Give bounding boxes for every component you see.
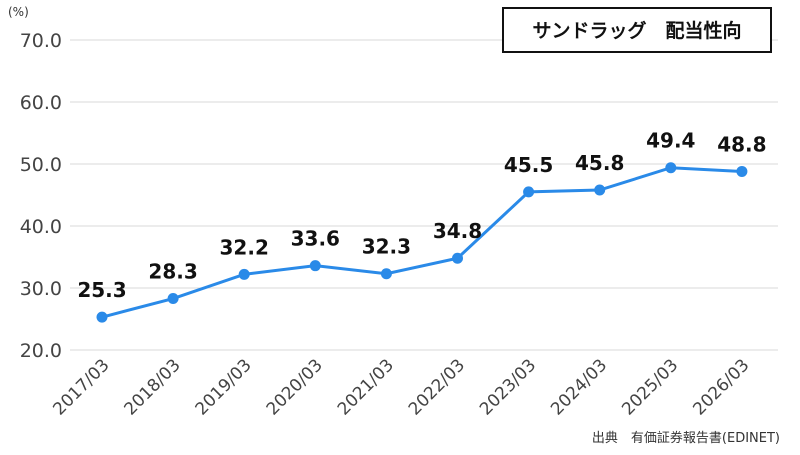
y-tick-label: 30.0 [20, 278, 62, 300]
data-point [380, 268, 392, 280]
x-tick-label: 2022/03 [405, 355, 469, 419]
data-point [452, 252, 463, 264]
source-note: 出典 有価証券報告書(EDINET) [592, 430, 780, 446]
data-label: 33.6 [291, 227, 340, 251]
data-point [665, 162, 677, 174]
series-line [101, 166, 742, 319]
data-point [523, 186, 535, 198]
y-tick-label: 70.0 [20, 30, 62, 52]
data-point [594, 184, 606, 196]
data-label: 45.8 [575, 151, 624, 175]
x-tick-label: 2019/03 [192, 355, 256, 419]
x-axis-ticks: 2017/03 2018/03 2019/03 2020/03 2021/03 2022/… [49, 355, 753, 419]
x-tick-label: 2026/03 [689, 355, 753, 419]
y-tick-label: 50.0 [20, 154, 62, 176]
x-tick-label: 2024/03 [547, 355, 611, 419]
x-tick-label: 2018/03 [121, 355, 185, 419]
data-label: 49.4 [646, 129, 695, 153]
grid-layer [70, 39, 778, 351]
chart-title: サンドラッグ 配当性向 [532, 19, 741, 42]
data-label: 34.8 [433, 219, 482, 243]
data-label: 25.3 [77, 278, 126, 302]
data-point [238, 268, 250, 280]
data-label: 32.3 [362, 235, 411, 259]
data-labels: 25.3 28.3 32.2 33.6 32.3 34.8 45.5 45.8 49.4 48.8 [77, 129, 766, 302]
x-tick-label: 2021/03 [334, 355, 398, 419]
data-point [309, 260, 321, 272]
x-tick-label: 2023/03 [476, 355, 540, 419]
data-point [167, 293, 179, 305]
y-tick-label: 60.0 [20, 92, 62, 114]
data-label: 32.2 [220, 235, 269, 259]
title-border [502, 7, 772, 53]
data-label: 28.3 [148, 260, 197, 284]
x-tick-label: 2025/03 [618, 355, 682, 419]
y-tick-label: 40.0 [20, 216, 62, 238]
x-tick-label: 2017/03 [49, 355, 113, 419]
y-axis-ticks: 20.0 30.0 40.0 50.0 60.0 70.0 [20, 30, 62, 362]
data-points [96, 162, 748, 323]
y-unit-label: (%) [8, 5, 29, 19]
y-tick-label: 20.0 [20, 340, 62, 362]
data-label: 48.8 [717, 132, 766, 156]
x-tick-label: 2020/03 [263, 355, 327, 419]
data-label: 45.5 [504, 153, 553, 177]
data-point [96, 311, 108, 323]
title-box: サンドラッグ 配当性向 [502, 7, 772, 53]
data-point [736, 165, 748, 177]
